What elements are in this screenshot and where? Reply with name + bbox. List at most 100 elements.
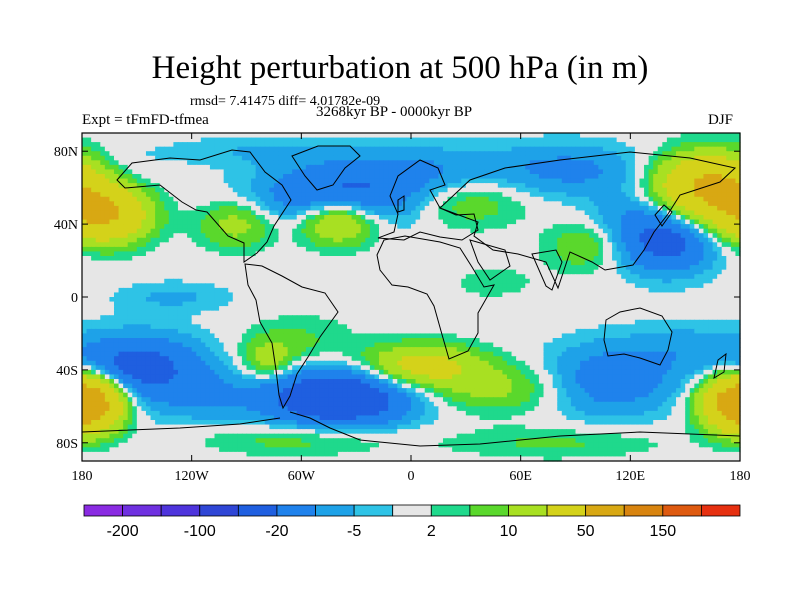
field-cell	[228, 160, 234, 166]
field-cell	[657, 219, 663, 225]
field-cell	[406, 169, 412, 175]
field-cell	[223, 237, 229, 243]
field-cell	[315, 228, 321, 234]
field-cell	[433, 219, 440, 225]
field-cell	[525, 142, 531, 148]
field-cell	[406, 251, 412, 257]
field-cell	[356, 151, 362, 157]
field-cell	[136, 169, 142, 175]
field-cell	[452, 160, 458, 166]
field-cell	[187, 269, 193, 275]
field-cell	[506, 174, 513, 180]
field-cell	[324, 192, 330, 198]
field-cell	[342, 287, 348, 294]
field-cell	[241, 164, 248, 171]
field-cell	[598, 151, 604, 157]
field-cell	[82, 219, 88, 225]
field-cell	[552, 210, 558, 216]
field-cell	[442, 274, 449, 280]
field-cell	[420, 219, 426, 225]
field-cell	[529, 205, 535, 212]
field-cell	[406, 210, 412, 216]
field-cell	[525, 183, 531, 189]
field-cell	[173, 233, 179, 239]
field-cell	[374, 260, 380, 266]
field-cell	[584, 283, 590, 289]
field-cell	[205, 205, 211, 212]
field-cell	[283, 251, 289, 257]
field-cell	[575, 256, 581, 262]
field-cell	[287, 219, 293, 225]
field-cell	[182, 260, 188, 266]
field-cell	[484, 137, 490, 143]
field-cell	[543, 269, 549, 275]
field-cell	[561, 196, 567, 202]
field-cell	[438, 196, 444, 202]
field-cell	[132, 246, 138, 253]
field-cell	[164, 274, 170, 280]
field-cell	[680, 205, 686, 212]
field-cell	[612, 146, 618, 152]
field-cell	[118, 133, 124, 139]
field-cell	[516, 219, 522, 225]
field-cell	[456, 142, 462, 148]
field-cell	[205, 278, 211, 284]
field-cell	[200, 151, 206, 157]
field-cell	[712, 183, 718, 189]
field-cell	[484, 260, 490, 266]
field-cell	[155, 287, 161, 294]
field-cell	[369, 164, 376, 171]
field-cell	[369, 265, 376, 271]
field-cell	[333, 251, 339, 257]
field-cell	[159, 142, 165, 148]
field-cell	[506, 228, 513, 234]
field-cell	[470, 137, 476, 143]
field-cell	[91, 146, 97, 152]
field-cell	[607, 205, 613, 212]
field-cell	[465, 265, 471, 271]
field-cell	[379, 260, 385, 266]
field-cell	[319, 237, 325, 243]
field-cell	[191, 178, 197, 184]
field-cell	[685, 251, 691, 257]
field-cell	[685, 183, 691, 189]
field-cell	[612, 133, 618, 139]
field-cell	[561, 283, 567, 289]
field-cell	[548, 210, 554, 216]
field-cell	[328, 151, 334, 157]
field-cell	[502, 178, 508, 184]
field-cell	[456, 137, 462, 143]
field-cell	[269, 265, 275, 271]
field-cell	[625, 142, 631, 148]
field-cell	[525, 210, 531, 216]
field-cell	[379, 219, 385, 225]
field-cell	[506, 133, 513, 139]
field-cell	[360, 151, 366, 157]
field-cell	[552, 155, 558, 161]
field-cell	[442, 187, 449, 193]
field-cell	[529, 142, 535, 148]
field-cell	[315, 146, 321, 152]
field-cell	[653, 278, 659, 284]
field-cell	[662, 133, 668, 139]
field-cell	[278, 192, 284, 198]
field-cell	[411, 265, 417, 271]
field-cell	[470, 274, 476, 280]
field-cell	[177, 192, 184, 198]
field-cell	[625, 283, 631, 289]
field-cell	[648, 137, 654, 143]
field-cell	[182, 265, 188, 271]
field-cell	[168, 224, 174, 230]
field-cell	[205, 269, 211, 275]
field-cell	[484, 278, 490, 284]
field-cell	[356, 160, 362, 166]
field-cell	[680, 174, 686, 180]
field-cell	[319, 187, 325, 193]
field-cell	[287, 164, 293, 171]
field-cell	[580, 283, 586, 289]
field-cell	[118, 269, 124, 275]
field-cell	[648, 224, 654, 230]
field-cell	[676, 155, 682, 161]
field-cell	[575, 278, 581, 284]
field-cell	[612, 228, 618, 234]
